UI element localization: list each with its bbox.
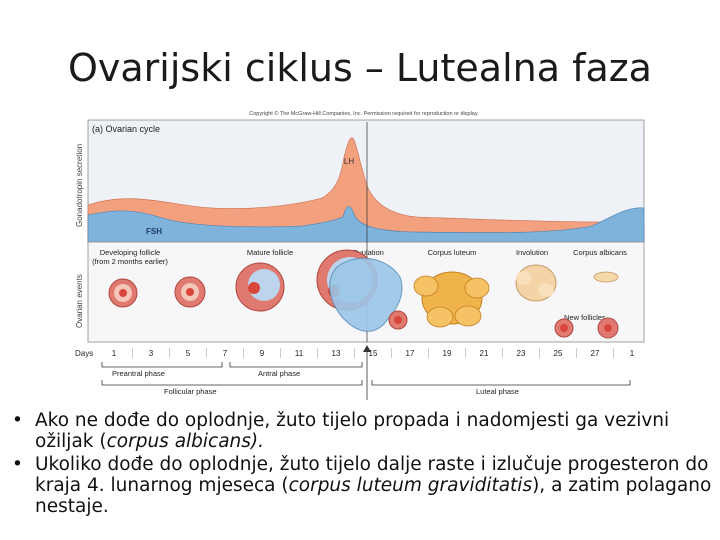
bullet-list: • Ako ne dođe do oplodnje, žuto tijelo pr…: [10, 410, 715, 519]
bullet-1-text: Ako ne dođe do oplodnje, žuto tijelo pro…: [35, 410, 670, 452]
luteal-phase-label: Luteal phase: [476, 387, 519, 396]
corpus-luteum-icon: [413, 271, 490, 328]
new-follicle-2-icon: [597, 317, 619, 339]
copyright-text: Copyright © The McGraw-Hill Companies, I…: [249, 110, 479, 117]
new-follicle-1-icon: [554, 318, 574, 338]
day-tick-label: 21: [480, 349, 489, 358]
developing-follicle-1-icon: [108, 278, 138, 308]
bullet-2-italic: corpus luteum graviditatis: [288, 475, 533, 496]
ovulation-rupture-icon: [329, 257, 408, 332]
corpus-albicans-icon: [593, 271, 619, 283]
lh-label: LH: [344, 157, 354, 166]
day-tick-label: 3: [149, 349, 154, 358]
day-tick-label: 11: [295, 349, 304, 358]
event-developing-label: Developing follicle: [100, 248, 160, 257]
ovarian-cycle-figure: Copyright © The McGraw-Hill Companies, I…: [72, 102, 652, 402]
involution-icon: [515, 264, 557, 302]
fsh-label: FSH: [146, 227, 162, 236]
day-ticks: 1 3 5 7 9 11 13 15 17 19 21 23 25 27 1: [112, 348, 635, 358]
follicular-phase-label: Follicular phase: [164, 387, 217, 396]
bullet-item-2: • Ukoliko dođe do oplodnje, žuto tijelo d…: [10, 454, 715, 517]
day-tick-label: 19: [443, 349, 452, 358]
day-tick-label: 17: [406, 349, 415, 358]
new-follicles-label: New follicles: [564, 313, 606, 322]
bullet-item-1: • Ako ne dođe do oplodnje, žuto tijelo pr…: [10, 410, 715, 452]
antral-phase-label: Antral phase: [258, 369, 300, 378]
developing-follicle-2-icon: [174, 276, 206, 308]
bullet-dot: •: [12, 410, 23, 431]
bullet-2-text: Ukoliko dođe do oplodnje, žuto tijelo da…: [35, 454, 709, 496]
preantral-phase-label: Preantral phase: [112, 369, 165, 378]
bullet-2-tail: ), a zatim polagano nestaje.: [35, 475, 712, 517]
day-tick-label: 1: [630, 349, 635, 358]
day-tick-label: 5: [186, 349, 191, 358]
slide-title: Ovarijski ciklus – Lutealna faza: [68, 46, 652, 90]
luteal-bracket: [371, 380, 631, 386]
panel-title: (a) Ovarian cycle: [92, 124, 160, 134]
fsh-curve: [87, 206, 645, 243]
antral-bracket: [229, 362, 363, 368]
bullet-1-italic: corpus albicans).: [106, 431, 265, 452]
ovulation-arrowhead: [363, 345, 371, 352]
ovarian-events-axis-label: Ovarian events: [75, 274, 84, 328]
gonadotropin-axis-label: Gonadotropin secretion: [75, 144, 84, 227]
day-tick-label: 23: [517, 349, 526, 358]
day-tick-label: 1: [112, 349, 117, 358]
event-involution-label: Involution: [516, 248, 548, 257]
antral-follicle-icon: [235, 262, 285, 312]
preantral-bracket: [101, 362, 223, 368]
lh-curve: [87, 137, 645, 243]
event-ovulation-label: Ovulation: [352, 248, 384, 257]
bullet-dot: •: [12, 454, 23, 475]
day-tick-label: 15: [369, 349, 378, 358]
day-tick-label: 9: [260, 349, 265, 358]
day-tick-label: 25: [554, 349, 563, 358]
event-developing-sublabel: (from 2 months earlier): [92, 257, 168, 266]
days-label: Days: [75, 349, 93, 358]
day-tick-label: 27: [591, 349, 600, 358]
event-corpus-albicans-label: Corpus albicans: [573, 248, 627, 257]
event-corpus-luteum-label: Corpus luteum: [428, 248, 477, 257]
day-tick-label: 7: [223, 349, 228, 358]
follicular-bracket: [101, 380, 363, 386]
event-mature-label: Mature follicle: [247, 248, 293, 257]
day-tick-label: 13: [332, 349, 341, 358]
